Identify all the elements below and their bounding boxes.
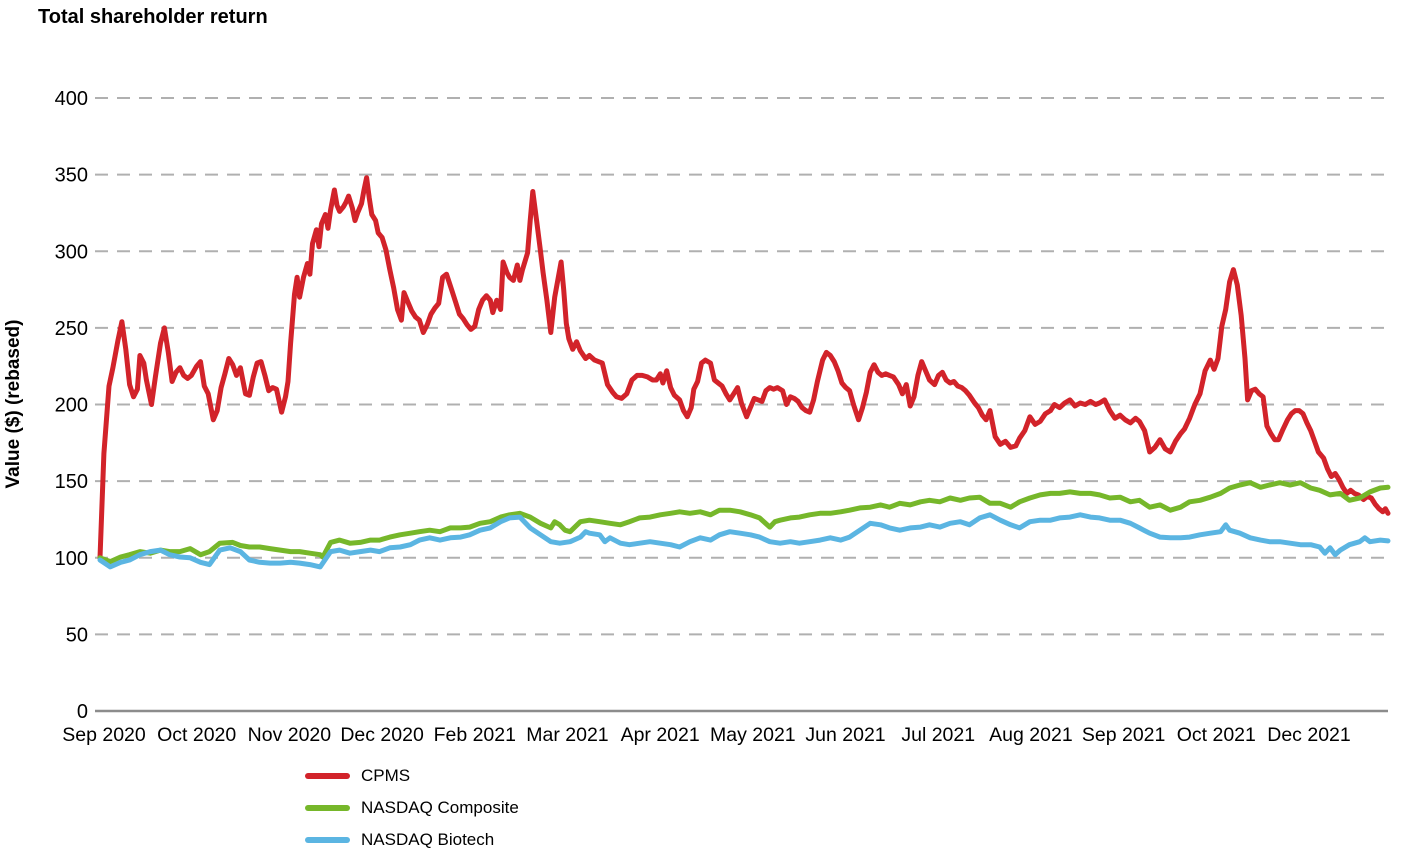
- y-tick-label: 50: [66, 624, 88, 646]
- x-tick-label: Jun 2021: [805, 724, 885, 746]
- y-tick-label: 250: [55, 318, 88, 340]
- x-tick-label: Nov 2020: [248, 724, 332, 746]
- x-tick-label: May 2021: [710, 724, 796, 746]
- series-line-nasdaq-composite: [97, 480, 1391, 565]
- y-tick-label: 200: [55, 395, 88, 417]
- x-tick-label: Sep 2020: [62, 724, 146, 746]
- legend-label-nasdaq-composite: NASDAQ Composite: [361, 798, 519, 817]
- x-tick-label: Dec 2020: [340, 724, 424, 746]
- page-title: Total shareholder return: [38, 6, 268, 28]
- y-tick-label: 100: [55, 548, 88, 570]
- x-tick-label: Aug 2021: [989, 724, 1073, 746]
- x-tick-label: Feb 2021: [434, 724, 516, 746]
- y-tick-label: 150: [55, 471, 88, 493]
- y-tick-label: 0: [77, 701, 88, 723]
- legend-label-nasdaq-biotech: NASDAQ Biotech: [361, 830, 495, 849]
- nasdaq-composite-line-swatch: [305, 804, 350, 811]
- x-tick-label: Oct 2020: [157, 724, 236, 746]
- x-tick-label: Sep 2021: [1082, 724, 1166, 746]
- nasdaq-biotech-line-swatch: [305, 836, 350, 843]
- x-tick-label: Mar 2021: [526, 724, 608, 746]
- legend-label-cpms: CPMS: [361, 766, 411, 785]
- legend: CPMS NASDAQ Composite NASDAQ Biotech: [305, 764, 519, 851]
- legend-item-nasdaq-composite: NASDAQ Composite: [305, 796, 519, 819]
- x-tick-label: Apr 2021: [621, 724, 700, 746]
- x-tick-label: Oct 2021: [1177, 724, 1256, 746]
- cpms-line-swatch: [305, 772, 350, 779]
- series-line-nasdaq-biotech: [97, 512, 1391, 570]
- y-tick-label: 300: [55, 241, 88, 263]
- legend-item-nasdaq-biotech: NASDAQ Biotech: [305, 828, 519, 851]
- x-tick-label: Jul 2021: [901, 724, 975, 746]
- series-line-cpms: [97, 175, 1391, 561]
- y-tick-label: 400: [55, 88, 88, 110]
- legend-item-cpms: CPMS: [305, 764, 519, 787]
- y-tick-label: 350: [55, 165, 88, 187]
- x-tick-label: Dec 2021: [1267, 724, 1350, 746]
